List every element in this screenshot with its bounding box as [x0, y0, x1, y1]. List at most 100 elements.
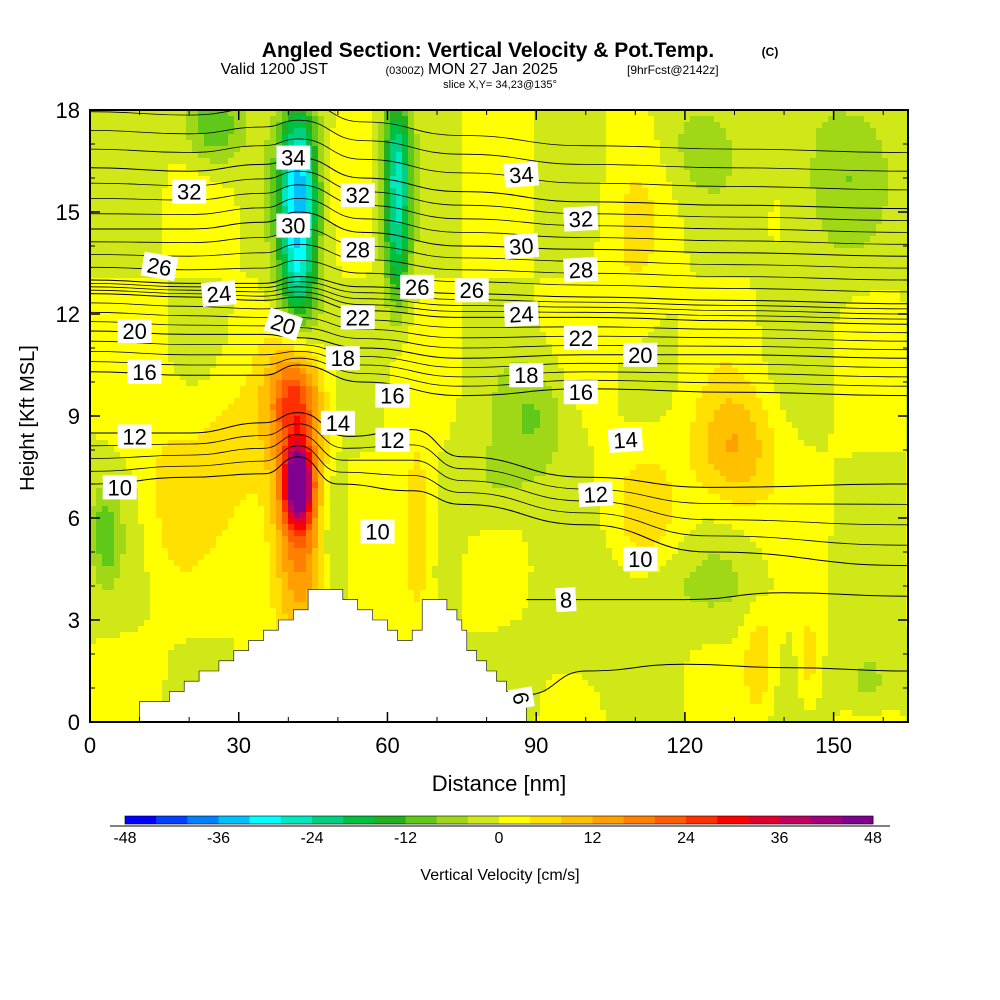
velocity-cell — [378, 482, 385, 489]
velocity-cell — [186, 170, 193, 177]
velocity-cell — [126, 146, 133, 153]
velocity-cell — [330, 500, 337, 507]
velocity-cell — [192, 422, 199, 429]
velocity-cell — [342, 488, 349, 495]
velocity-cell — [312, 584, 319, 591]
velocity-cell — [264, 362, 271, 369]
velocity-cell — [132, 662, 139, 669]
velocity-cell — [246, 134, 253, 141]
velocity-cell — [354, 134, 361, 141]
velocity-cell — [228, 410, 235, 417]
velocity-cell — [108, 140, 115, 147]
velocity-cell — [360, 332, 367, 339]
velocity-cell — [144, 482, 151, 489]
velocity-cell — [336, 242, 343, 249]
velocity-cell — [126, 710, 133, 717]
velocity-cell — [192, 410, 199, 417]
velocity-cell — [174, 494, 181, 501]
velocity-cell — [108, 506, 115, 513]
velocity-cell — [306, 140, 313, 147]
velocity-cell — [204, 380, 211, 387]
velocity-cell — [270, 422, 277, 429]
velocity-cell — [324, 308, 331, 315]
velocity-cell — [318, 236, 325, 243]
velocity-cell — [102, 560, 109, 567]
velocity-cell — [192, 356, 199, 363]
velocity-cell — [288, 272, 295, 279]
velocity-cell — [204, 314, 211, 321]
velocity-cell — [282, 596, 289, 603]
velocity-cell — [162, 644, 169, 651]
velocity-cell — [306, 398, 313, 405]
velocity-cell — [294, 410, 301, 417]
velocity-cell — [102, 662, 109, 669]
velocity-cell — [114, 608, 121, 615]
velocity-cell — [150, 488, 157, 495]
velocity-cell — [216, 320, 223, 327]
velocity-cell — [120, 242, 127, 249]
velocity-cell — [240, 152, 247, 159]
velocity-cell — [150, 344, 157, 351]
velocity-cell — [96, 440, 103, 447]
velocity-cell — [216, 248, 223, 255]
velocity-cell — [294, 452, 301, 459]
velocity-cell — [240, 296, 247, 303]
velocity-cell — [342, 476, 349, 483]
velocity-cell — [180, 398, 187, 405]
velocity-cell — [312, 500, 319, 507]
velocity-cell — [102, 668, 109, 675]
velocity-cell — [366, 428, 373, 435]
velocity-cell — [186, 314, 193, 321]
velocity-cell — [330, 386, 337, 393]
velocity-cell — [192, 260, 199, 267]
velocity-cell — [204, 452, 211, 459]
velocity-cell — [144, 608, 151, 615]
velocity-cell — [300, 440, 307, 447]
velocity-cell — [270, 290, 277, 297]
velocity-cell — [144, 668, 151, 675]
velocity-cell — [162, 146, 169, 153]
velocity-cell — [126, 218, 133, 225]
velocity-cell — [144, 110, 151, 117]
velocity-cell — [222, 650, 229, 657]
velocity-cell — [264, 110, 271, 117]
velocity-cell — [282, 188, 289, 195]
velocity-cell — [174, 242, 181, 249]
velocity-cell — [162, 152, 169, 159]
velocity-cell — [252, 626, 259, 633]
velocity-cell — [174, 638, 181, 645]
velocity-cell — [210, 644, 217, 651]
velocity-cell — [312, 392, 319, 399]
velocity-cell — [324, 236, 331, 243]
velocity-cell — [132, 500, 139, 507]
velocity-cell — [378, 206, 385, 213]
velocity-cell — [276, 182, 283, 189]
velocity-cell — [156, 242, 163, 249]
velocity-cell — [90, 704, 97, 711]
velocity-cell — [324, 548, 331, 555]
velocity-cell — [348, 122, 355, 129]
velocity-cell — [96, 332, 103, 339]
velocity-cell — [114, 686, 121, 693]
velocity-cell — [168, 482, 175, 489]
velocity-cell — [276, 602, 283, 609]
velocity-cell — [234, 512, 241, 519]
velocity-cell — [150, 638, 157, 645]
velocity-cell — [354, 542, 361, 549]
velocity-cell — [336, 536, 343, 543]
velocity-cell — [276, 566, 283, 573]
velocity-cell — [180, 482, 187, 489]
velocity-cell — [342, 536, 349, 543]
velocity-cell — [96, 470, 103, 477]
velocity-cell — [150, 650, 157, 657]
velocity-cell — [174, 626, 181, 633]
velocity-cell — [108, 458, 115, 465]
velocity-cell — [306, 122, 313, 129]
velocity-cell — [102, 200, 109, 207]
velocity-cell — [264, 476, 271, 483]
velocity-cell — [228, 206, 235, 213]
velocity-cell — [162, 698, 169, 705]
velocity-cell — [222, 302, 229, 309]
velocity-cell — [354, 404, 361, 411]
velocity-cell — [270, 272, 277, 279]
